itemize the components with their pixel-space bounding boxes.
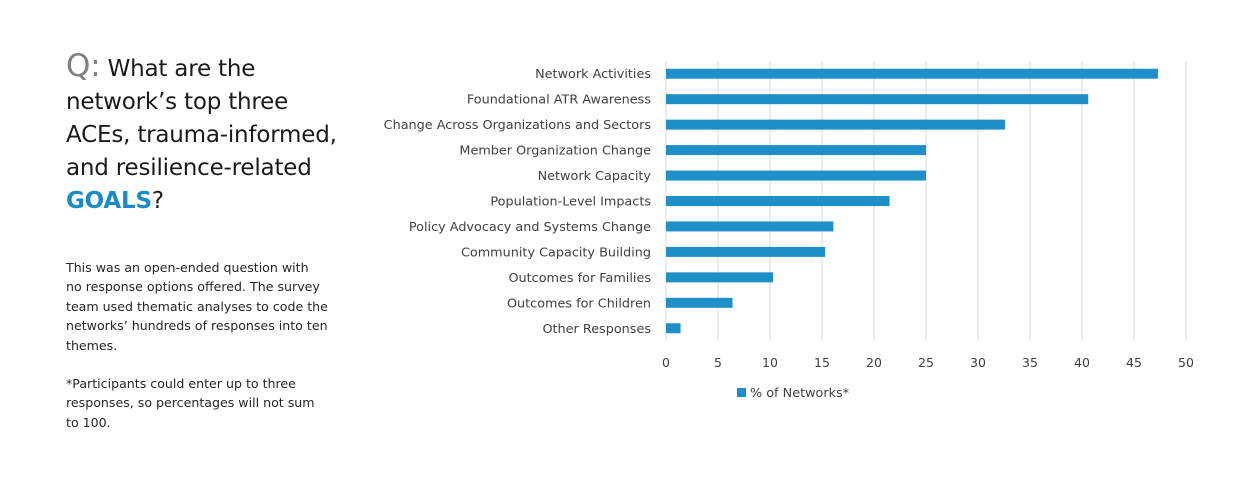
x-tick-label: 10 (762, 355, 778, 370)
category-label: Foundational ATR Awareness (467, 93, 651, 108)
bar (666, 119, 1006, 130)
category-label: Member Organization Change (459, 144, 651, 159)
category-label: Population-Level Impacts (490, 195, 651, 210)
bar (666, 145, 926, 156)
category-label: Other Responses (542, 322, 651, 337)
category-label: Outcomes for Children (507, 296, 651, 311)
x-tick-label: 30 (970, 355, 986, 370)
x-tick-label: 0 (662, 355, 670, 370)
bar (666, 196, 890, 206)
category-label: Policy Advocacy and Systems Change (409, 220, 651, 235)
bar (666, 68, 1158, 79)
x-tick-label: 35 (1022, 355, 1038, 370)
bar (666, 297, 733, 308)
question-highlight: GOALS (66, 188, 152, 214)
question-suffix: ? (151, 188, 164, 214)
category-label: Community Capacity Building (461, 245, 651, 260)
legend-swatch (737, 388, 746, 397)
x-tick-label: 15 (814, 355, 830, 370)
x-tick-label: 5 (714, 355, 722, 370)
question-text: Q: What are the network’s top three ACEs… (66, 50, 356, 218)
x-tick-label: 25 (918, 355, 934, 370)
x-tick-label: 45 (1126, 355, 1142, 370)
x-tick-label: 20 (866, 355, 882, 370)
category-label: Network Activities (535, 67, 651, 82)
question-body: What are the network’s top three ACEs, t… (66, 56, 337, 181)
bar (666, 221, 834, 232)
category-label: Outcomes for Families (508, 271, 651, 286)
category-label: Network Capacity (538, 169, 652, 184)
category-label: Change Across Organizations and Sectors (384, 118, 652, 133)
bar (666, 246, 826, 257)
left-panel: Q: What are the network’s top three ACEs… (66, 50, 356, 432)
bar (666, 94, 1089, 105)
bar (666, 323, 681, 334)
footnote: *Participants could enter up to three re… (66, 376, 315, 430)
legend-label: % of Networks* (750, 386, 850, 401)
method-note: This was an open-ended question with no … (66, 260, 328, 353)
question-prefix: Q: (66, 48, 101, 84)
x-tick-label: 50 (1178, 355, 1194, 370)
x-tick-label: 40 (1074, 355, 1090, 370)
bar (666, 170, 926, 181)
bar (666, 272, 774, 283)
